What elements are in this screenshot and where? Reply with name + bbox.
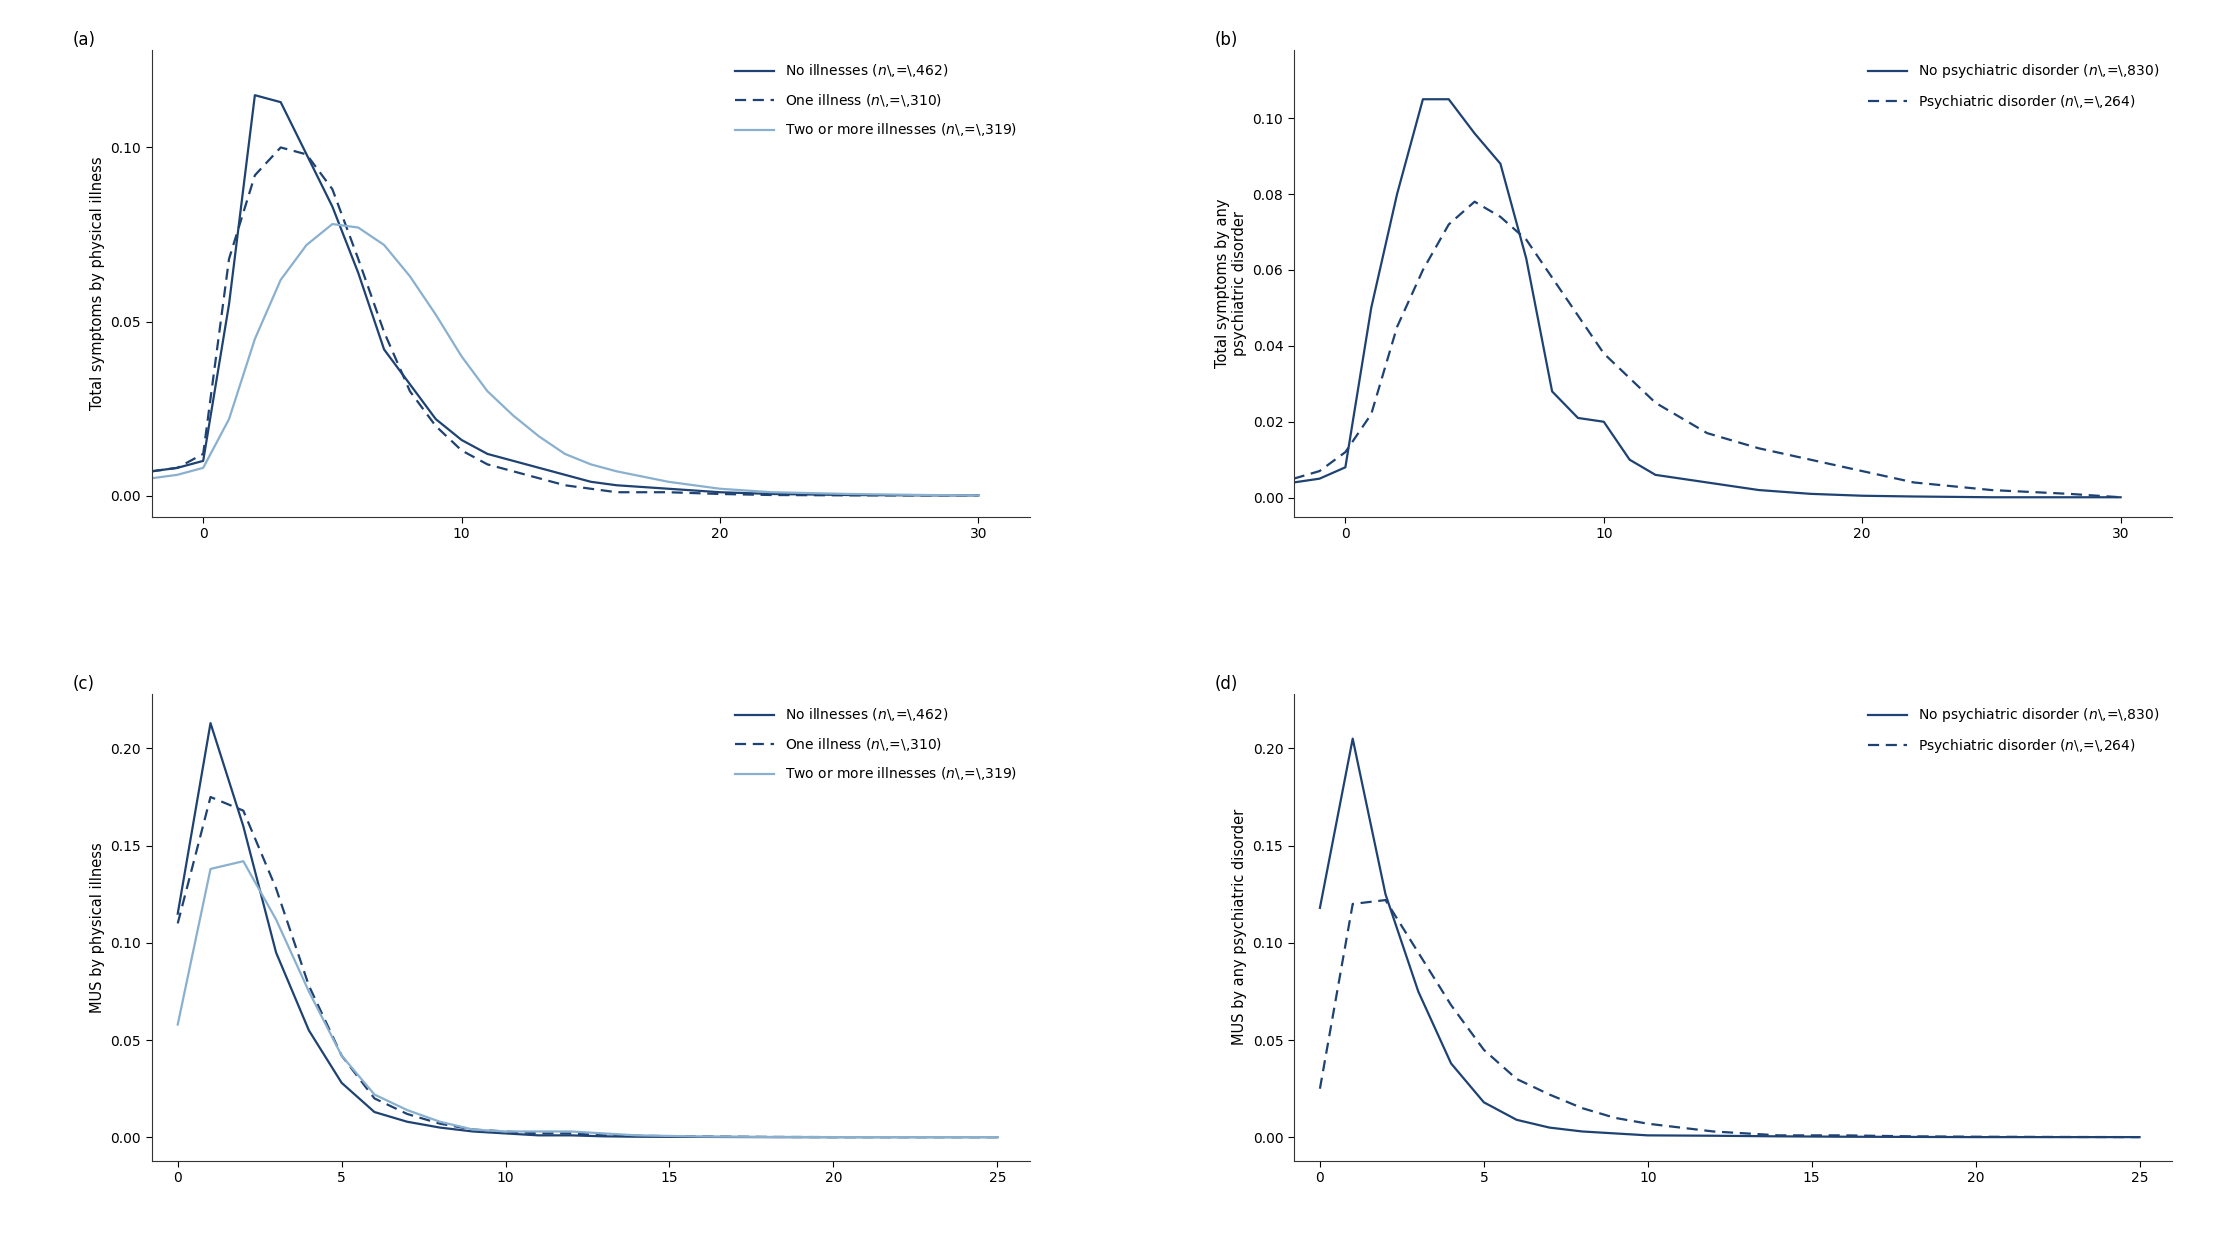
Y-axis label: MUS by any psychiatric disorder: MUS by any psychiatric disorder — [1232, 809, 1248, 1046]
Text: (a): (a) — [74, 31, 96, 49]
Y-axis label: Total symptoms by physical illness: Total symptoms by physical illness — [89, 156, 105, 411]
Y-axis label: MUS by physical illness: MUS by physical illness — [89, 842, 105, 1012]
Legend: No illnesses ($n$\,=\,462), One illness ($n$\,=\,310), Two or more illnesses ($n: No illnesses ($n$\,=\,462), One illness … — [731, 57, 1023, 144]
Text: (c): (c) — [74, 675, 94, 694]
Text: (b): (b) — [1214, 31, 1239, 49]
Y-axis label: Total symptoms by any
psychiatric disorder: Total symptoms by any psychiatric disord… — [1214, 198, 1248, 368]
Legend: No psychiatric disorder ($n$\,=\,830), Psychiatric disorder ($n$\,=\,264): No psychiatric disorder ($n$\,=\,830), P… — [1863, 701, 2166, 760]
Legend: No illnesses ($n$\,=\,462), One illness ($n$\,=\,310), Two or more illnesses ($n: No illnesses ($n$\,=\,462), One illness … — [731, 701, 1023, 787]
Text: (d): (d) — [1214, 675, 1239, 694]
Legend: No psychiatric disorder ($n$\,=\,830), Psychiatric disorder ($n$\,=\,264): No psychiatric disorder ($n$\,=\,830), P… — [1863, 57, 2166, 116]
